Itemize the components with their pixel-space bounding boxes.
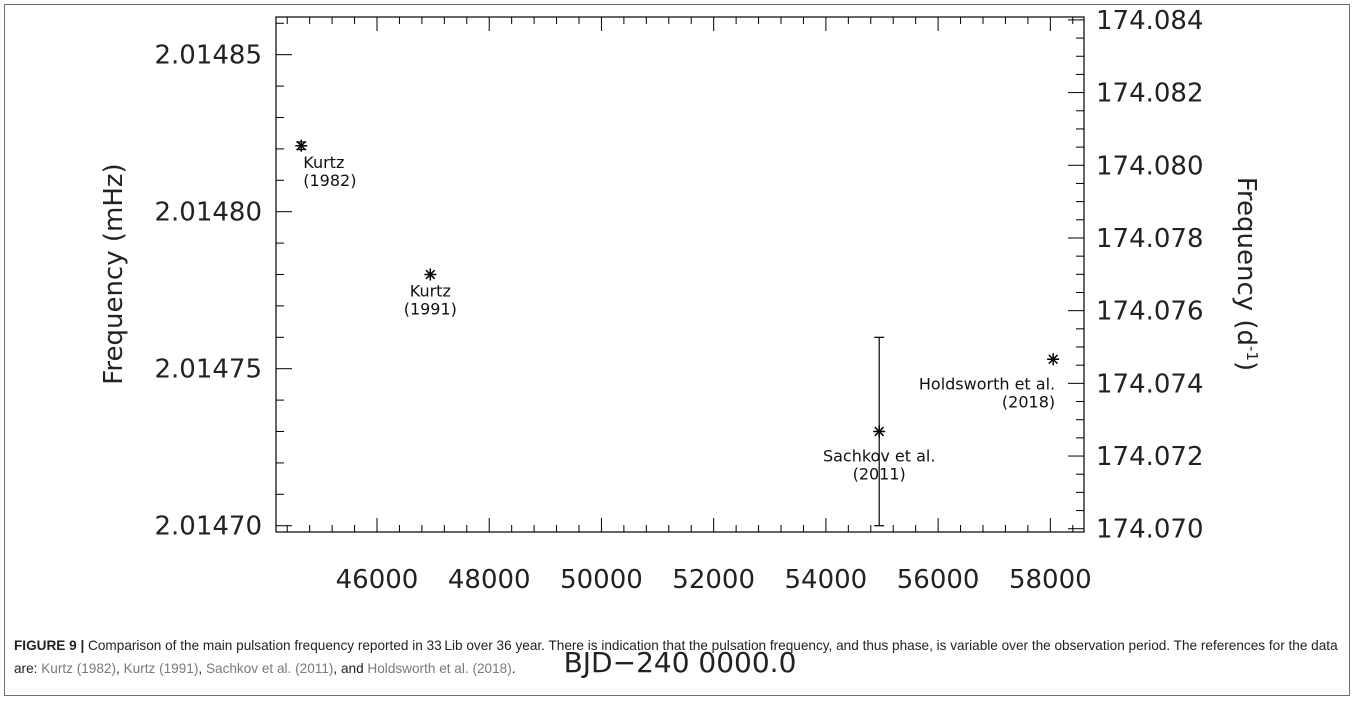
- y-right-tick-label: 174.082: [1096, 79, 1204, 109]
- data-label: (2018): [1002, 392, 1055, 411]
- plot-frame: [275, 16, 1085, 533]
- data-label: Kurtz: [303, 153, 344, 172]
- y-left-tick-label: 2.01485: [154, 41, 262, 71]
- y-right-tick-label: 174.078: [1096, 224, 1204, 254]
- x-tick-label: 54000: [785, 565, 868, 595]
- y-left-tick-label: 2.01470: [154, 512, 262, 542]
- y-right-tick-label: 174.072: [1096, 442, 1204, 472]
- data-label: Kurtz: [410, 282, 451, 301]
- y-right-tick-label: 174.074: [1096, 369, 1204, 399]
- caption-figure-label: FIGURE 9 |: [14, 638, 85, 653]
- axis-ticks: [276, 17, 1084, 532]
- y-axis-label-right: Frequency (d-1): [1231, 177, 1261, 371]
- caption-ref-kurtz-1982[interactable]: Kurtz (1982): [41, 661, 117, 676]
- caption-ref-kurtz-1991[interactable]: Kurtz (1991): [123, 661, 199, 676]
- data-label: (2011): [853, 465, 906, 484]
- x-tick-label: 56000: [897, 565, 980, 595]
- x-tick-label: 46000: [336, 565, 419, 595]
- x-axis-label: BJD−240 0000.0: [564, 646, 797, 679]
- caption-separator: , and: [333, 661, 368, 676]
- data-point: Kurtz(1991): [404, 268, 457, 319]
- data-label: Sachkov et al.: [823, 447, 935, 466]
- star-marker: [873, 425, 886, 438]
- data-label: (1991): [404, 300, 457, 319]
- tick-labels: 46000 48000 50000 52000 54000 56000 58000 2.014…: [154, 6, 1203, 595]
- y-right-tick-label: 174.084: [1096, 6, 1204, 36]
- data-points: Kurtz(1982)Kurtz(1991)Sachkov et al.(201…: [295, 139, 1060, 527]
- data-label: Holdsworth et al.: [919, 374, 1055, 393]
- y-right-tick-label: 174.080: [1096, 151, 1204, 181]
- y-axis-label-left: Frequency (mHz): [99, 163, 129, 384]
- caption-separator: ,: [116, 661, 124, 676]
- x-tick-label: 48000: [448, 565, 531, 595]
- y-left-tick-label: 2.01480: [154, 198, 262, 228]
- y-left-tick-label: 2.01475: [154, 355, 262, 385]
- data-point: Kurtz(1982): [295, 139, 356, 190]
- figure-frame: [4, 4, 1350, 696]
- caption-ref-holdsworth-2018[interactable]: Holdsworth et al. (2018): [367, 661, 512, 676]
- star-marker: [424, 268, 437, 281]
- star-marker: [1047, 353, 1060, 366]
- caption-separator: ,: [198, 661, 206, 676]
- x-tick-label: 58000: [1009, 565, 1092, 595]
- x-tick-label: 52000: [672, 565, 755, 595]
- x-tick-label: 50000: [560, 565, 643, 595]
- data-point: Sachkov et al.(2011): [823, 336, 935, 527]
- star-marker: [295, 139, 308, 152]
- y-right-tick-label: 174.076: [1096, 297, 1204, 327]
- y-right-tick-label: 174.070: [1096, 515, 1204, 545]
- caption-end: .: [511, 661, 516, 676]
- caption-ref-sachkov-2011[interactable]: Sachkov et al. (2011): [205, 661, 334, 676]
- figure-caption: FIGURE 9 | Comparison of the main pulsat…: [14, 634, 1344, 680]
- caption-text: Comparison of the main pulsation frequen…: [14, 638, 1338, 676]
- data-label: (1982): [303, 171, 356, 190]
- data-point: Holdsworth et al.(2018): [919, 353, 1060, 411]
